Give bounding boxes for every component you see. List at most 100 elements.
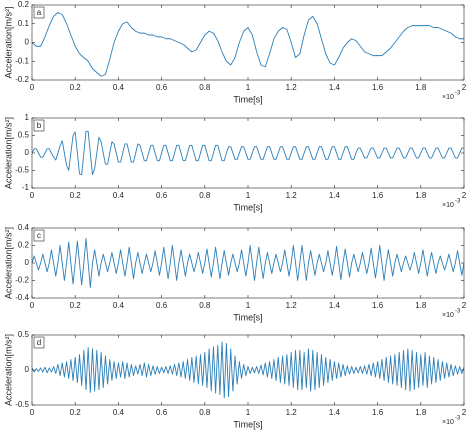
x-tick-label: 0.8 xyxy=(199,408,211,417)
x-tick-label: 1 xyxy=(246,408,251,417)
x-tick-label: 0 xyxy=(30,191,35,200)
x-exponent: -3 xyxy=(455,91,461,97)
x-tick-label: 1.6 xyxy=(372,408,384,417)
signal-line xyxy=(32,130,464,176)
x-tick-label: 1.8 xyxy=(415,83,427,92)
x-tick-label: 1 xyxy=(246,83,251,92)
plot-area xyxy=(32,118,464,188)
y-axis-label: Acceleration[m/s²] xyxy=(3,334,13,406)
series-group xyxy=(32,12,464,77)
y-tick-label: 0.5 xyxy=(18,330,30,339)
x-multiplier: ×10 xyxy=(442,312,454,319)
panel-label-box xyxy=(33,6,45,19)
x-tick-label: 2 xyxy=(462,83,467,92)
x-tick-label: 1.8 xyxy=(415,301,427,310)
panel-label-box xyxy=(33,229,45,242)
subplot: -0.500.50 0.2 0.4 0.6 0.8 1 1.2 1.4 1.6 1.8 2Time[… xyxy=(3,330,466,429)
x-tick-label: 1.8 xyxy=(415,191,427,200)
subplot: -0.2 -0.1 0 0.1 0.2 0 0.2 0.4 0.6 0.8 1 1.2 1.4 1.6 1.… xyxy=(3,0,466,104)
plot-area xyxy=(32,5,464,80)
x-tick-label: 0.6 xyxy=(156,408,168,417)
x-tick-label: 0.4 xyxy=(113,408,125,417)
signal-line xyxy=(32,341,464,399)
subplot: -1 -0.5 0 0.5 1 0 0.2 0.4 0.6 0.8 1 1.2 1.4 1.6 1.8 2 Ti… xyxy=(3,113,466,212)
y-tick-label: -0.5 xyxy=(15,166,29,175)
y-tick-label: -1 xyxy=(22,183,30,192)
y-axis-label: Acceleration[m/s²] xyxy=(3,6,13,78)
y-axis-label: Acceleration[m/s²] xyxy=(3,227,13,299)
x-tick-label: 1.2 xyxy=(286,408,298,417)
x-tick-label: 0.4 xyxy=(113,191,125,200)
x-tick-label: 1.4 xyxy=(329,191,341,200)
x-axis-label: Time[s] xyxy=(233,419,262,429)
x-multiplier: ×10 xyxy=(442,202,454,209)
series-group xyxy=(32,238,464,288)
x-tick-label: 1.4 xyxy=(329,408,341,417)
x-axis-label: Time[s] xyxy=(233,312,262,322)
y-tick-label: 0 xyxy=(25,365,30,374)
x-axis-label: Time[s] xyxy=(233,202,262,212)
x-tick-label: 1.4 xyxy=(329,83,341,92)
x-tick-label: 0.2 xyxy=(70,83,82,92)
x-tick-label: 0.8 xyxy=(199,83,211,92)
y-tick-label: -0.4 xyxy=(15,293,29,302)
x-tick-label: 1.2 xyxy=(286,83,298,92)
x-tick-label: 0 xyxy=(30,408,35,417)
x-tick-label: 1.2 xyxy=(286,191,298,200)
subplot: -0.4 -0.2 0 0.2 0.4 0 0.2 0.4 0.6 0.8 1 1.2 1.4 1.6 1.… xyxy=(3,223,466,322)
x-tick-label: 0.2 xyxy=(70,408,82,417)
y-tick-label: 0 xyxy=(25,38,30,47)
y-tick-label: -0.2 xyxy=(15,276,29,285)
x-tick-label: 2 xyxy=(462,191,467,200)
x-exponent: -3 xyxy=(455,309,461,315)
panel-label-box xyxy=(33,119,45,132)
y-tick-label: 0 xyxy=(25,148,30,157)
x-exponent: -3 xyxy=(455,416,461,422)
y-tick-label: 1 xyxy=(25,113,30,122)
panel-label: a xyxy=(37,8,42,17)
x-tick-label: 0.2 xyxy=(70,301,82,310)
x-tick-label: 2 xyxy=(462,408,467,417)
plot-area xyxy=(32,335,464,405)
x-tick-label: 0.4 xyxy=(113,301,125,310)
x-tick-label: 1.2 xyxy=(286,301,298,310)
x-multiplier: ×10 xyxy=(442,419,454,426)
x-tick-label: 1.6 xyxy=(372,301,384,310)
panel-label: d xyxy=(37,338,41,347)
y-tick-label: -0.2 xyxy=(15,75,29,84)
y-tick-label: -0.1 xyxy=(15,56,29,65)
y-tick-label: 0.4 xyxy=(18,223,30,232)
x-tick-label: 1.6 xyxy=(372,83,384,92)
y-tick-label: 0 xyxy=(25,258,30,267)
y-axis-label: Acceleration[m/s²] xyxy=(3,117,13,189)
y-tick-label: 0.2 xyxy=(18,241,30,250)
x-tick-label: 0.6 xyxy=(156,83,168,92)
x-tick-label: 0.2 xyxy=(70,191,82,200)
panel-label: b xyxy=(37,121,42,130)
x-tick-label: 0 xyxy=(30,83,35,92)
x-tick-label: 0.8 xyxy=(199,301,211,310)
x-tick-label: 1 xyxy=(246,301,251,310)
panel-label: c xyxy=(37,231,41,240)
y-tick-label: 0.1 xyxy=(18,19,30,28)
x-tick-label: 2 xyxy=(462,301,467,310)
panel-label-box xyxy=(33,336,45,349)
x-exponent: -3 xyxy=(455,199,461,205)
x-axis-label: Time[s] xyxy=(233,94,262,104)
series-group xyxy=(32,341,464,399)
x-tick-label: 0.6 xyxy=(156,191,168,200)
x-tick-label: 0.4 xyxy=(113,83,125,92)
x-tick-label: 0 xyxy=(30,301,35,310)
x-tick-label: 1.4 xyxy=(329,301,341,310)
x-tick-label: 1.8 xyxy=(415,408,427,417)
x-tick-label: 0.6 xyxy=(156,301,168,310)
x-tick-label: 1.6 xyxy=(372,191,384,200)
x-tick-label: 0.8 xyxy=(199,191,211,200)
signal-line xyxy=(32,12,464,77)
x-multiplier: ×10 xyxy=(442,94,454,101)
signal-line xyxy=(32,238,464,288)
y-tick-label: 0.2 xyxy=(18,0,30,9)
y-tick-label: -0.5 xyxy=(15,400,29,409)
y-tick-label: 0.5 xyxy=(18,131,30,140)
